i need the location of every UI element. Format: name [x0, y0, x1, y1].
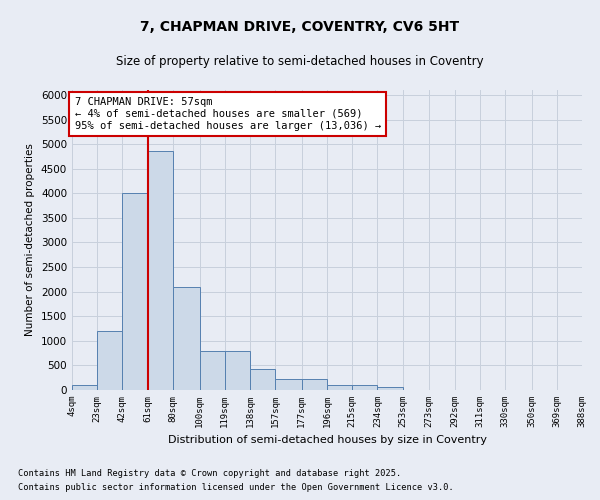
Bar [327, 384, 352, 390]
Bar [122, 194, 148, 390]
Text: Size of property relative to semi-detached houses in Coventry: Size of property relative to semi-detach… [116, 55, 484, 68]
Bar [377, 387, 403, 390]
Text: Contains public sector information licensed under the Open Government Licence v3: Contains public sector information licen… [18, 484, 454, 492]
Bar [72, 385, 97, 390]
Bar [199, 350, 225, 390]
Text: Contains HM Land Registry data © Crown copyright and database right 2025.: Contains HM Land Registry data © Crown c… [18, 468, 401, 477]
Text: 7, CHAPMAN DRIVE, COVENTRY, CV6 5HT: 7, CHAPMAN DRIVE, COVENTRY, CV6 5HT [140, 20, 460, 34]
Bar [225, 350, 250, 390]
Y-axis label: Number of semi-detached properties: Number of semi-detached properties [25, 144, 35, 336]
Bar [97, 331, 122, 390]
Bar [173, 286, 199, 390]
Bar [302, 379, 327, 390]
Bar [148, 152, 173, 390]
Bar [275, 379, 302, 390]
Bar [352, 384, 377, 390]
Bar [250, 370, 275, 390]
X-axis label: Distribution of semi-detached houses by size in Coventry: Distribution of semi-detached houses by … [167, 436, 487, 446]
Text: 7 CHAPMAN DRIVE: 57sqm
← 4% of semi-detached houses are smaller (569)
95% of sem: 7 CHAPMAN DRIVE: 57sqm ← 4% of semi-deta… [74, 98, 381, 130]
